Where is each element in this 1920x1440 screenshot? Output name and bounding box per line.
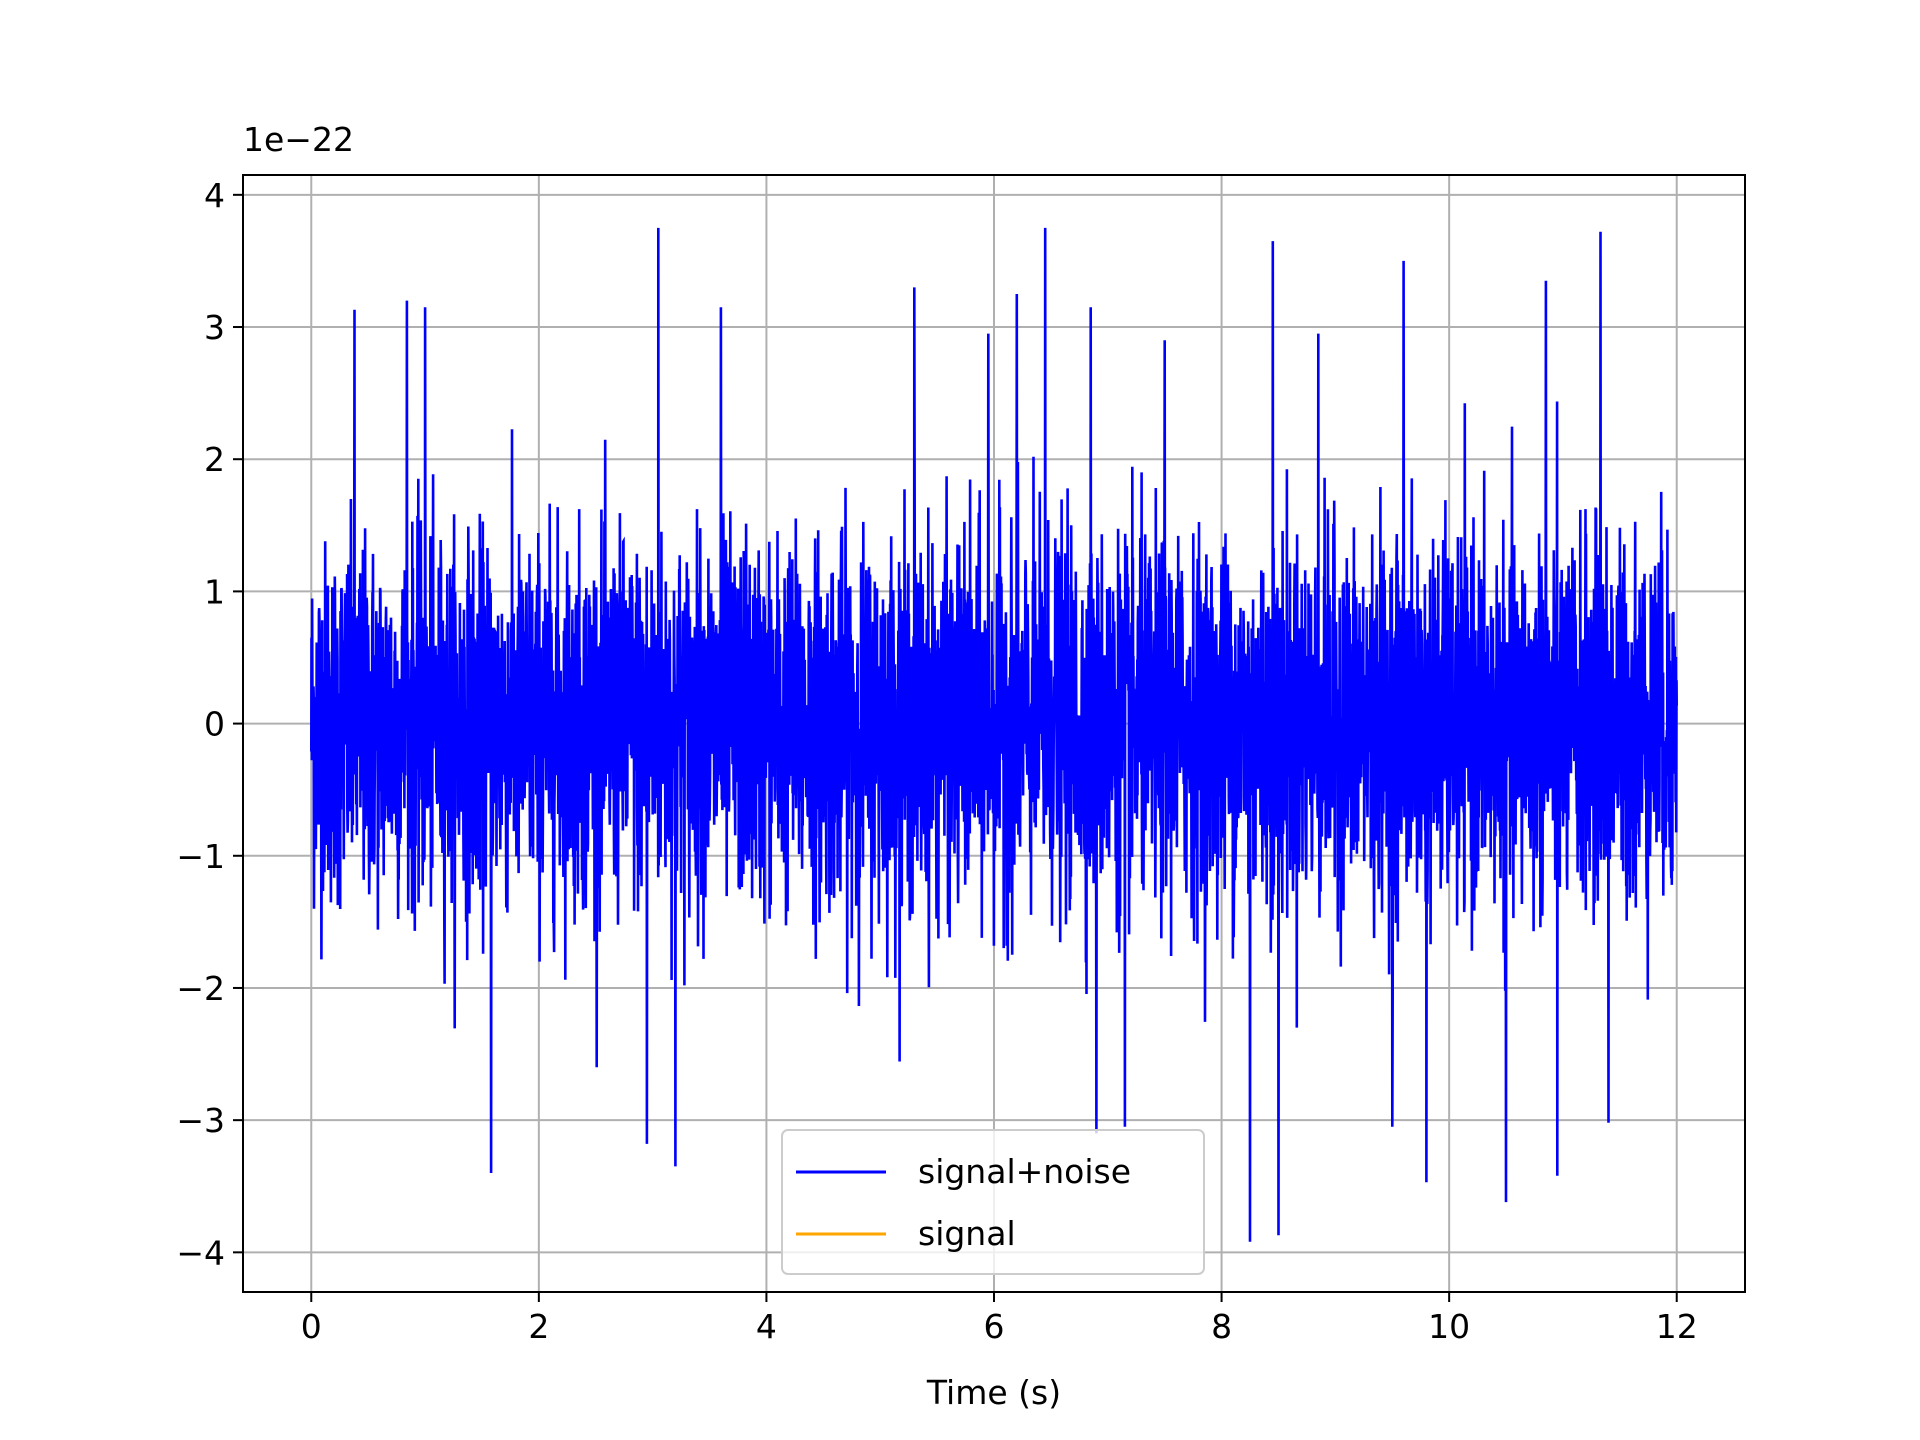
y-tick-label: 0 [204,705,225,744]
x-tick-label: 6 [984,1307,1005,1346]
x-tick-label: 8 [1211,1307,1232,1346]
y-tick-label: −2 [176,969,225,1008]
legend-box [781,1129,1205,1275]
y-tick-label: −3 [176,1101,225,1140]
plot-area [310,227,1678,1242]
y-tick-label: 2 [204,440,225,479]
legend-label: signal [918,1214,1016,1253]
legend-label: signal+noise [918,1152,1131,1191]
x-tick-label: 2 [528,1307,549,1346]
y-tick-label: 3 [204,308,225,347]
x-tick-label: 4 [756,1307,777,1346]
legend: signal+noise signal [781,1129,1205,1275]
x-tick-label: 10 [1428,1307,1470,1346]
grid [243,175,1745,1292]
series-line-signal-noise [310,227,1678,1242]
x-tick-label: 0 [301,1307,322,1346]
x-tick-label: 12 [1656,1307,1698,1346]
y-tick-label: 4 [204,176,225,215]
y-tick-label: −4 [176,1233,225,1272]
x-axis-label: Time (s) [926,1373,1061,1412]
y-tick-label: 1 [204,572,225,611]
y-tick-label: −1 [176,837,225,876]
y-offset-text: 1e−22 [243,120,354,159]
